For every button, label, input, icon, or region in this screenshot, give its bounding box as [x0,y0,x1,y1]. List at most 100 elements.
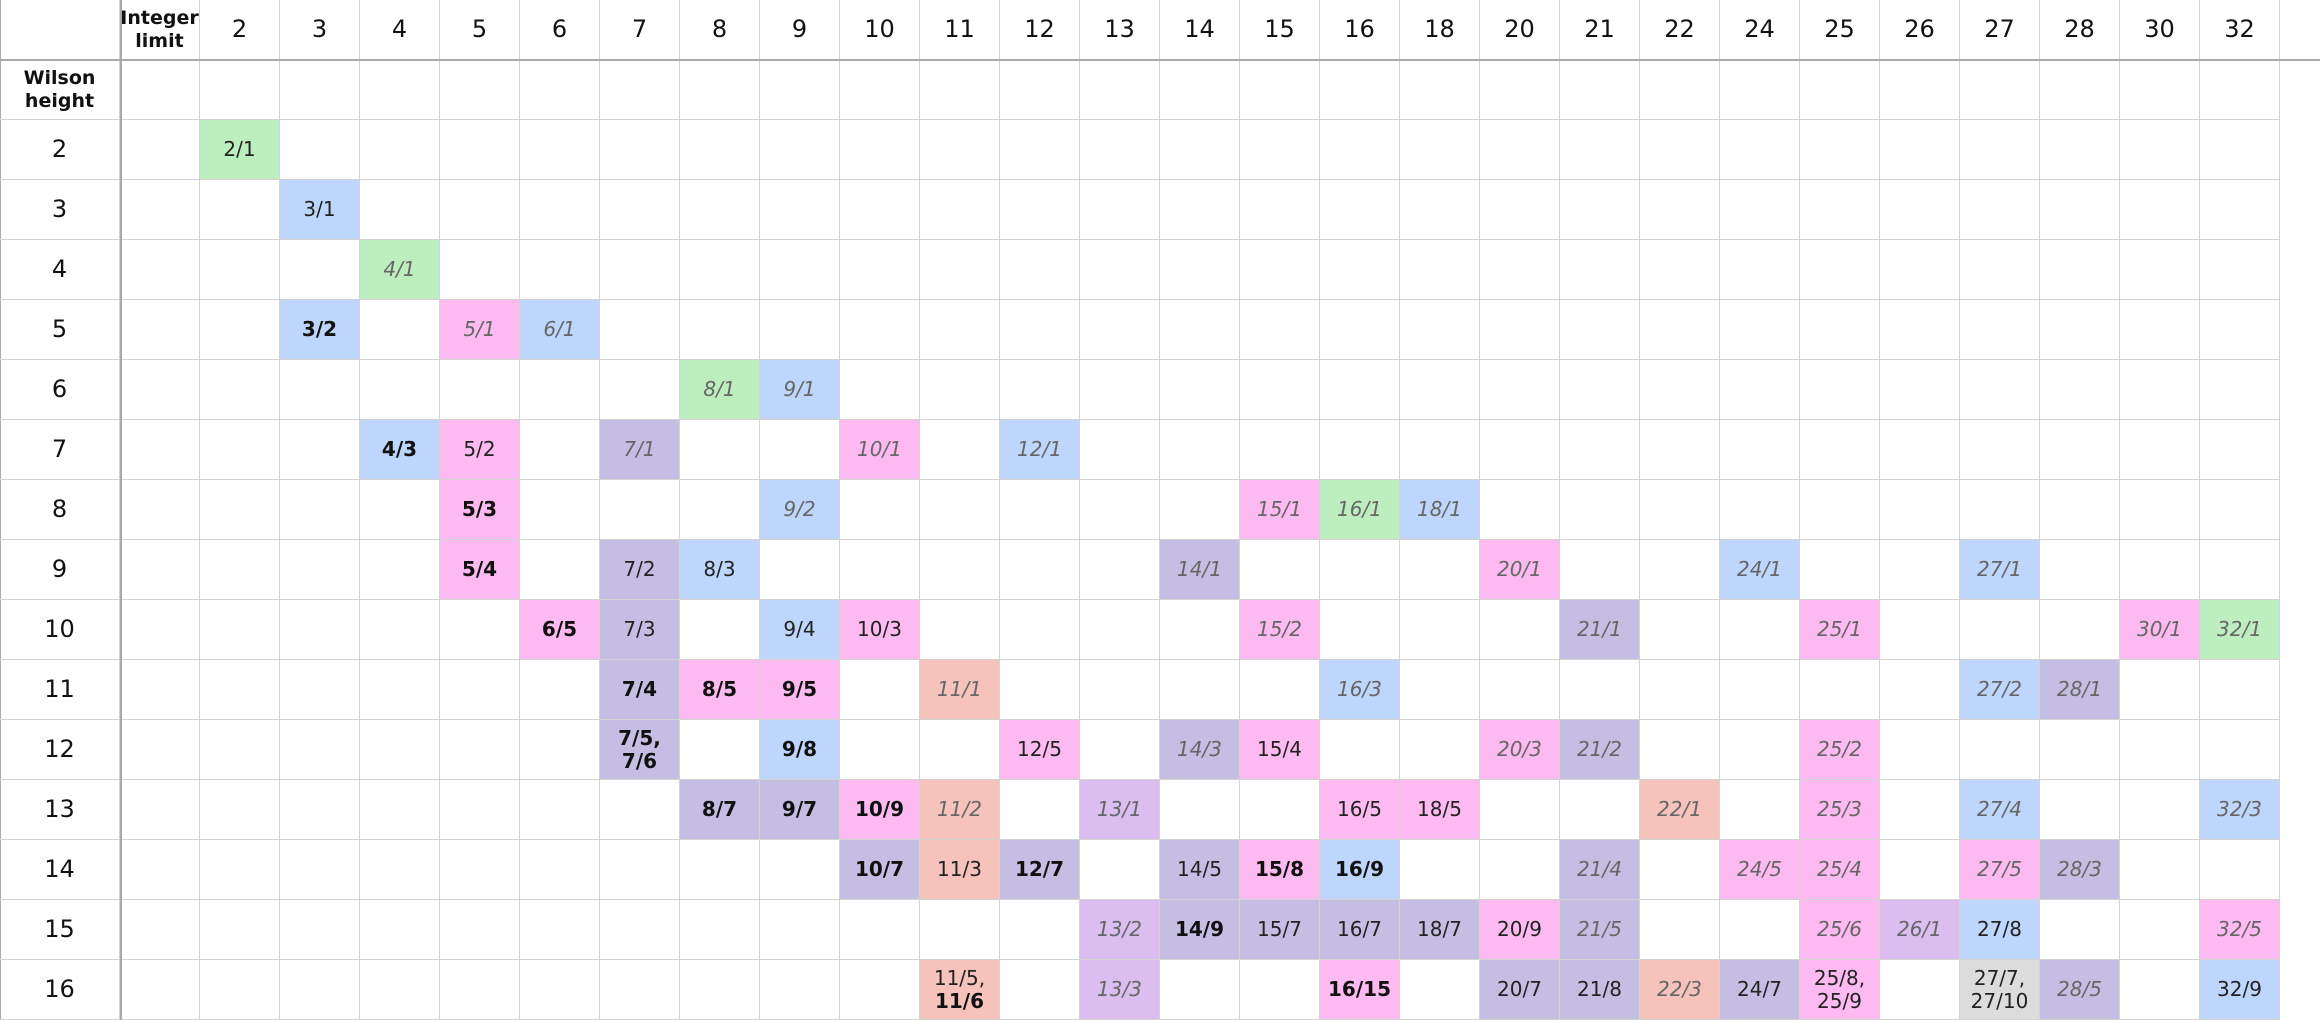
blank-cell [1640,840,1720,900]
blank-cell [1960,60,2040,120]
blank-cell [1720,480,1800,540]
blank-cell [120,300,200,360]
ratio-cell: 6/1 [520,300,600,360]
blank-cell [280,960,360,1020]
row-header: 6 [0,360,120,420]
blank-cell [1320,60,1400,120]
ratio-cell: 12/1 [1000,420,1080,480]
column-header: 4 [360,0,440,60]
ratio-cell: 9/1 [760,360,840,420]
blank-cell [2040,600,2120,660]
blank-cell [760,180,840,240]
ratio-cell: 18/5 [1400,780,1480,840]
ratio-cell: 15/2 [1240,600,1320,660]
blank-cell [840,540,920,600]
blank-cell [120,660,200,720]
blank-cell [1000,660,1080,720]
ratio-cell: 8/1 [680,360,760,420]
blank-cell [1880,660,1960,720]
blank-cell [920,360,1000,420]
ratio-cell: 28/1 [2040,660,2120,720]
corner-blank-cell [120,60,200,120]
column-header: 5 [440,0,520,60]
table-left-border [0,0,1,1020]
blank-cell [440,660,520,720]
ratio-cell: 5/1 [440,300,520,360]
blank-cell [1400,360,1480,420]
blank-cell [360,840,440,900]
column-header: 25 [1800,0,1880,60]
ratio-cell: 30/1 [2120,600,2200,660]
blank-cell [920,60,1000,120]
blank-cell [1800,180,1880,240]
blank-cell [600,360,680,420]
ratio-cell: 18/7 [1400,900,1480,960]
ratio-cell: 25/1 [1800,600,1880,660]
ratio-cell: 13/2 [1080,900,1160,960]
blank-cell [1320,240,1400,300]
blank-cell [280,60,360,120]
column-header: 11 [920,0,1000,60]
blank-cell [2200,120,2280,180]
blank-cell [440,960,520,1020]
blank-cell [1160,180,1240,240]
blank-cell [840,240,920,300]
blank-cell [680,840,760,900]
blank-cell [1320,300,1400,360]
blank-cell [1720,780,1800,840]
blank-cell [1240,300,1320,360]
blank-cell [760,840,840,900]
blank-cell [1800,540,1880,600]
blank-cell [280,420,360,480]
ratio-cell: 27/8 [1960,900,2040,960]
blank-cell [1320,120,1400,180]
ratio-cell: 9/4 [760,600,840,660]
blank-cell [2200,60,2280,120]
blank-cell [1320,360,1400,420]
blank-cell [120,600,200,660]
blank-cell [1480,840,1560,900]
blank-cell [1000,780,1080,840]
ratio-cell: 9/7 [760,780,840,840]
blank-cell [520,660,600,720]
blank-cell [1560,480,1640,540]
blank-cell [760,540,840,600]
ratio-cell: 24/7 [1720,960,1800,1020]
blank-cell [1640,300,1720,360]
blank-cell [1240,180,1320,240]
ratio-cell: 9/5 [760,660,840,720]
blank-cell [120,900,200,960]
ratio-cell: 20/9 [1480,900,1560,960]
blank-cell [200,900,280,960]
blank-cell [200,540,280,600]
blank-cell [840,180,920,240]
blank-cell [120,420,200,480]
blank-cell [920,300,1000,360]
blank-cell [2120,720,2200,780]
blank-cell [1800,420,1880,480]
blank-cell [1720,720,1800,780]
blank-cell [1560,240,1640,300]
ratio-cell: 27/2 [1960,660,2040,720]
ratio-cell: 8/7 [680,780,760,840]
blank-cell [1640,720,1720,780]
blank-cell [2200,840,2280,900]
ratio-cell: 5/4 [440,540,520,600]
blank-cell [1880,120,1960,180]
column-header: 18 [1400,0,1480,60]
blank-cell [600,840,680,900]
blank-cell [1880,540,1960,600]
blank-cell [600,60,680,120]
ratio-cell: 32/5 [2200,900,2280,960]
blank-cell [840,660,920,720]
blank-cell [440,900,520,960]
blank-cell [1080,720,1160,780]
ratio-cell: 7/5, 7/6 [600,720,680,780]
blank-cell [1480,780,1560,840]
ratio-cell: 21/1 [1560,600,1640,660]
blank-cell [2120,240,2200,300]
blank-cell [1720,360,1800,420]
blank-cell [680,60,760,120]
blank-cell [2040,240,2120,300]
blank-cell [520,60,600,120]
